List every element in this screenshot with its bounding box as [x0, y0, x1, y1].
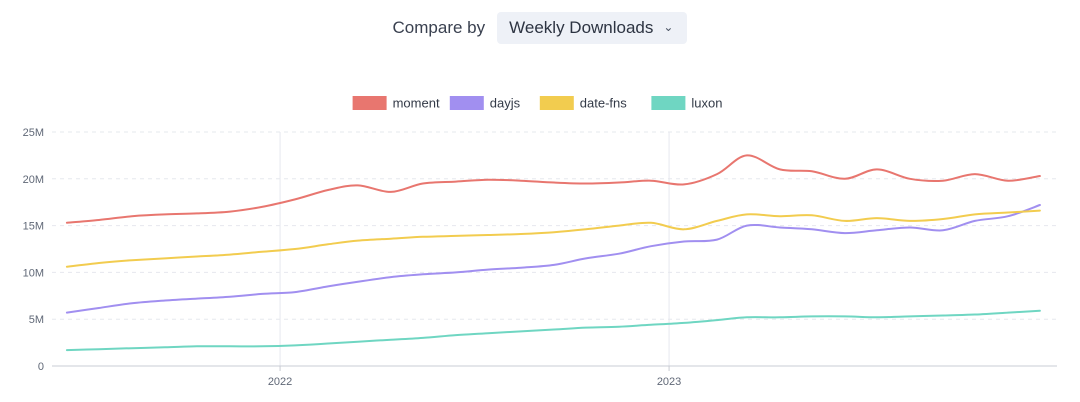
y-tick-label: 20M — [23, 174, 44, 186]
series-layer — [65, 154, 1041, 352]
legend-label: moment — [393, 96, 440, 111]
y-tick-label: 0 — [38, 361, 44, 373]
metric-select[interactable]: Weekly Downloads ⌄ — [497, 12, 688, 44]
legend-swatch — [651, 96, 686, 110]
compare-header: Compare by Weekly Downloads ⌄ — [0, 12, 1080, 44]
legend-swatch — [539, 96, 574, 110]
series-line-date-fns — [65, 209, 1041, 268]
legend-label: dayjs — [490, 96, 521, 111]
series-line-moment — [65, 154, 1041, 224]
legend-item-dayjs: dayjs — [449, 96, 521, 111]
chevron-down-icon: ⌄ — [663, 20, 674, 34]
legend-label: date-fns — [580, 96, 627, 111]
series-line-dayjs — [65, 204, 1041, 314]
y-tick-label: 10M — [23, 267, 44, 279]
series-line-luxon — [65, 309, 1041, 352]
compare-by-label: Compare by — [392, 18, 486, 37]
legend-swatch — [352, 96, 387, 110]
legend-item-luxon: luxon — [651, 96, 722, 111]
legend: moment dayjs date-fns luxon — [352, 96, 722, 111]
metric-select-value: Weekly Downloads — [509, 18, 654, 37]
y-tick-label: 5M — [29, 314, 44, 326]
x-tick-label: 2023 — [657, 376, 681, 388]
legend-label: luxon — [691, 96, 722, 111]
axis-layer: 0 5M 10M 15M 20M 25M 2022 2023 — [23, 127, 1057, 388]
x-tick-label: 2022 — [268, 376, 292, 388]
y-tick-label: 15M — [23, 221, 44, 233]
legend-item-date-fns: date-fns — [539, 96, 627, 111]
grid-layer — [52, 131, 1057, 366]
y-tick-label: 25M — [23, 127, 44, 139]
legend-swatch — [449, 96, 484, 110]
legend-item-moment: moment — [352, 96, 440, 111]
